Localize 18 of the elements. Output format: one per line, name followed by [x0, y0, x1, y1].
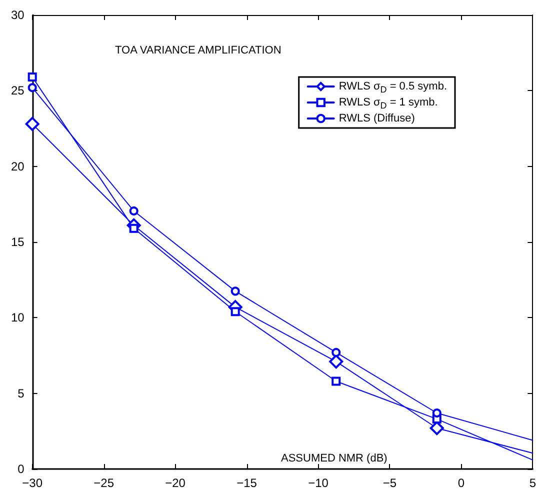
y-tick-label: 10: [10, 310, 25, 325]
y-tick-label: 30: [10, 8, 25, 22]
x-tick-label: −5: [382, 476, 397, 489]
text: TOA VARIANCE AMPLIFICATION: [115, 44, 282, 56]
y-tick-label: 15: [10, 235, 25, 249]
y-tick-label: 5: [18, 386, 25, 400]
x-tick-label: −15: [236, 476, 258, 489]
x-tick-label: −20: [165, 476, 186, 489]
x-tick-label: −10: [308, 476, 329, 489]
y-tick-label: 0: [18, 462, 25, 476]
legend-label: RWLS (Diffuse): [338, 112, 415, 124]
y-tick-label: 25: [10, 84, 25, 98]
x-tick-label: 5: [529, 476, 536, 489]
x-tick-label: −25: [94, 476, 114, 489]
x-axis-title: ASSUMED NMR (dB): [281, 452, 388, 464]
y-tick-label: 20: [10, 159, 25, 174]
x-tick-label: 0: [458, 476, 465, 489]
x-tick-label: −30: [22, 476, 43, 489]
